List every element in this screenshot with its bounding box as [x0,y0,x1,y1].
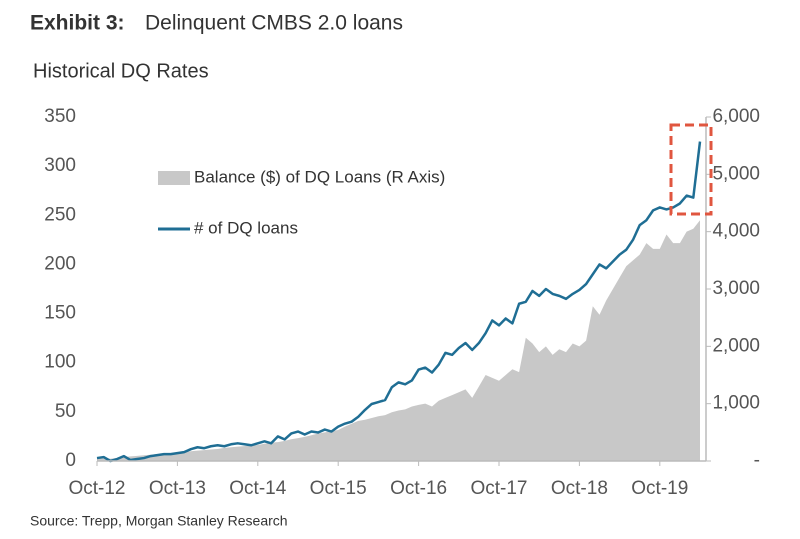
y-tick-label: 200 [44,253,76,274]
legend-label: # of DQ loans [194,218,298,237]
x-tick-label: Oct-17 [470,478,527,499]
y-tick-label: 0 [65,450,76,471]
y2-tick-label: 3,000 [712,278,760,299]
y2-tick-label: - [754,450,760,471]
area [97,220,700,461]
legend-swatch [158,171,190,185]
y-tick-label: 350 [44,106,76,127]
exhibit-label: Exhibit 3: [30,12,125,35]
y2-tick-label: 1,000 [712,393,760,414]
y-tick-label: 250 [44,204,76,225]
y2-tick-label: 5,000 [712,163,760,184]
x-tick-label: Oct-18 [551,478,608,499]
y-tick-label: 100 [44,352,76,373]
chart-subtitle: Historical DQ Rates [33,60,209,82]
y-tick-label: 50 [55,401,76,422]
chart-title: Delinquent CMBS 2.0 loans [145,12,403,35]
y2-tick-label: 2,000 [712,335,760,356]
line [96,141,702,463]
highlight-box [669,123,713,216]
source-note: Source: Trepp, Morgan Stanley Research [30,513,288,529]
y2-tick-label: 6,000 [712,106,760,127]
x-tick-label: Oct-19 [631,478,688,499]
y2-tick-label: 4,000 [712,221,760,242]
y-tick-label: 300 [44,155,76,176]
x-tick-label: Oct-15 [310,478,367,499]
x-tick-label: Oct-13 [149,478,206,499]
x-tick-label: Oct-12 [68,478,125,499]
x-tick-label: Oct-14 [229,478,286,499]
legend-label: Balance ($) of DQ Loans (R Axis) [194,167,445,186]
y-tick-label: 150 [44,303,76,324]
x-tick-label: Oct-16 [390,478,447,499]
